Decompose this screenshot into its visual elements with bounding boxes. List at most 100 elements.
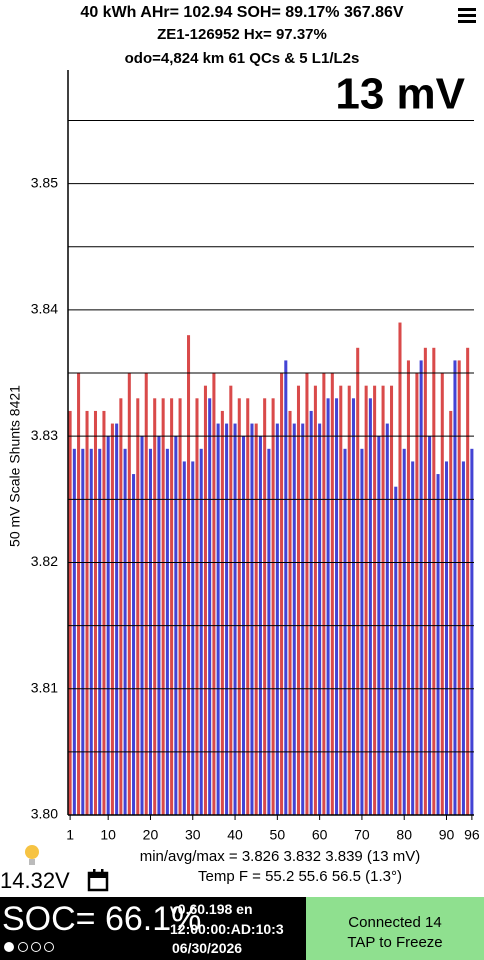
- bar: [351, 398, 355, 815]
- bar: [432, 347, 436, 815]
- bar: [195, 398, 199, 815]
- bar: [89, 448, 93, 815]
- bar: [470, 448, 474, 815]
- header-line1: 40 kWh AHr= 102.94 SOH= 89.17% 367.86V: [80, 4, 404, 21]
- min-avg-max: min/avg/max = 3.826 3.832 3.839 (13 mV): [139, 848, 421, 865]
- bar: [296, 385, 301, 815]
- bar: [216, 423, 220, 815]
- bar: [199, 448, 203, 815]
- header-line3: odo=4,824 km 61 QCs & 5 L1/L2s: [124, 50, 360, 67]
- connected-status: Connected 14: [348, 914, 442, 931]
- y-axis-label: 50 mV Scale Shunts 8421: [7, 385, 23, 547]
- bar: [419, 360, 423, 815]
- bar: [339, 385, 343, 815]
- bar: [233, 423, 237, 815]
- bar: [77, 373, 81, 815]
- x-tick-label: 80: [396, 827, 412, 843]
- bar: [301, 423, 305, 815]
- bar: [161, 398, 165, 815]
- bar: [364, 385, 368, 815]
- bar: [182, 461, 186, 815]
- bar: [453, 360, 457, 815]
- x-tick-label: 30: [185, 827, 201, 843]
- bar: [212, 373, 216, 815]
- bar: [423, 347, 427, 815]
- bar: [347, 385, 351, 815]
- bar: [415, 373, 419, 815]
- bar: [385, 423, 389, 815]
- x-tick-label: 50: [270, 827, 286, 843]
- bar: [335, 398, 339, 815]
- bar: [81, 448, 85, 815]
- bar: [115, 423, 119, 815]
- bar: [178, 398, 182, 815]
- bar: [411, 461, 415, 815]
- freeze-label[interactable]: TAP to Freeze: [347, 934, 443, 951]
- y-tick-label: 3.81: [31, 679, 58, 695]
- bar: [85, 410, 89, 815]
- x-tick-label: 60: [312, 827, 328, 843]
- aux-voltage: 14.32V: [0, 868, 70, 893]
- soc: SOC= 66.1%: [2, 900, 202, 938]
- bar: [402, 448, 406, 815]
- bar: [229, 385, 233, 815]
- bar: [72, 448, 76, 815]
- bar: [271, 398, 275, 815]
- bar: [461, 461, 465, 815]
- bar: [203, 385, 207, 815]
- chart: 13 mV 50 mV Scale Shunts 8421 1 10 20 30 40 5…: [7, 70, 480, 843]
- bar: [368, 398, 372, 815]
- bar: [220, 410, 224, 815]
- bar: [98, 448, 102, 815]
- bar: [165, 448, 169, 815]
- y-tick-label: 3.82: [31, 553, 58, 569]
- x-tick-label: 1: [66, 827, 74, 843]
- y-tick-label: 3.83: [31, 427, 58, 443]
- bar: [309, 410, 313, 815]
- page-dots[interactable]: [3, 940, 59, 954]
- date: 06/30/2026: [172, 940, 243, 956]
- bulb-icon: [25, 845, 39, 865]
- bar: [343, 448, 347, 815]
- calendar-icon[interactable]: [87, 868, 109, 892]
- bar: [360, 448, 364, 815]
- bar: [246, 398, 250, 815]
- bar: [225, 423, 229, 815]
- x-tick-label: 70: [354, 827, 370, 843]
- bar: [284, 360, 288, 815]
- bar: [127, 373, 131, 815]
- bar: [444, 461, 449, 815]
- bar: [394, 486, 398, 815]
- bar: [267, 448, 271, 815]
- bar: [398, 322, 402, 815]
- bar: [132, 474, 136, 815]
- bar: [330, 373, 334, 815]
- bar: [119, 398, 123, 815]
- bar: [102, 410, 106, 815]
- bar: [436, 474, 440, 815]
- bar: [322, 373, 326, 815]
- bar: [208, 398, 212, 815]
- bar: [457, 360, 461, 815]
- bar: [136, 398, 140, 815]
- bar: [440, 373, 444, 815]
- bar: [93, 410, 98, 815]
- header-line2: ZE1-126952 Hx= 97.37%: [157, 26, 327, 43]
- bar: [326, 398, 330, 815]
- bar: [153, 398, 157, 815]
- bar: [254, 423, 258, 815]
- menu-icon[interactable]: [458, 7, 478, 23]
- bar: [148, 448, 152, 815]
- bar: [68, 410, 72, 815]
- bar: [356, 347, 360, 815]
- freeze-button[interactable]: [306, 897, 484, 960]
- x-tick-label: 10: [100, 827, 116, 843]
- bar: [288, 410, 292, 815]
- bar: [313, 385, 317, 815]
- temperature: Temp F = 55.2 55.6 56.5 (1.3°): [197, 868, 403, 885]
- bar: [250, 423, 254, 815]
- bar: [275, 423, 279, 815]
- bar: [191, 461, 195, 815]
- bar: [144, 373, 148, 815]
- x-tick-label: 90: [439, 827, 455, 843]
